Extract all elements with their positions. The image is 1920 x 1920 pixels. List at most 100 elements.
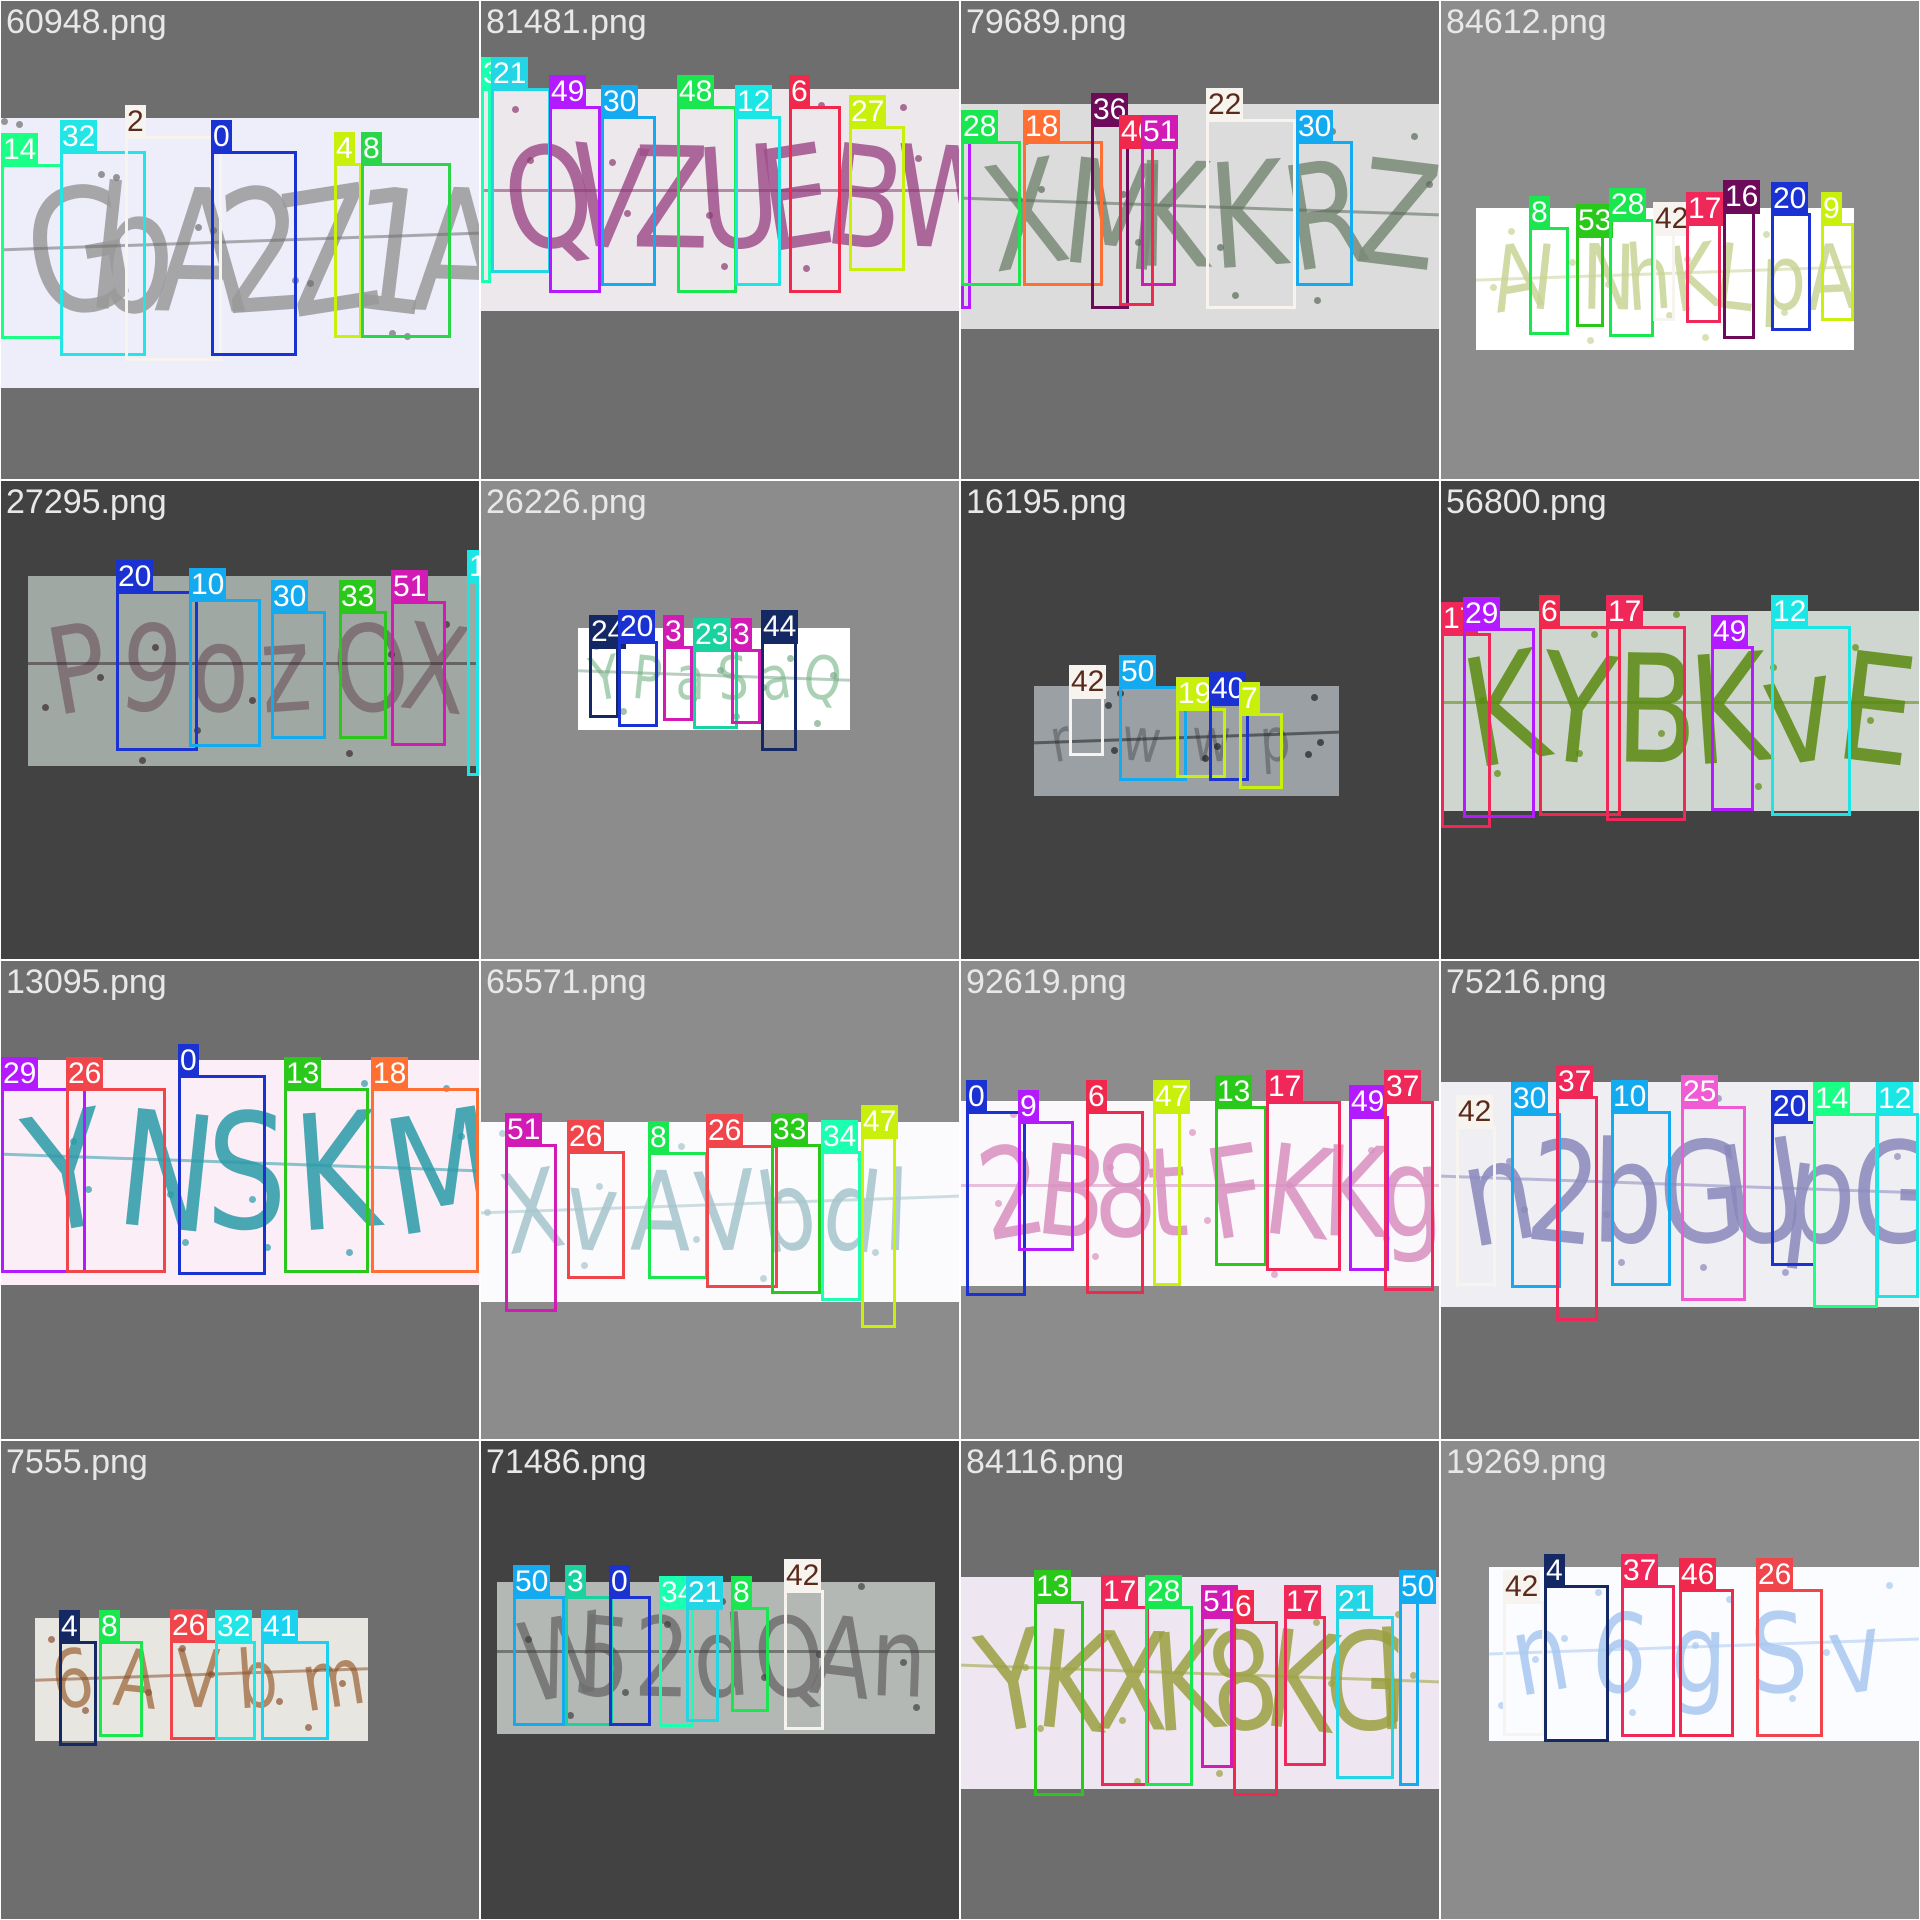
noise-dot: [624, 210, 631, 217]
noise-dot: [814, 720, 821, 727]
noise-dot: [787, 655, 794, 662]
noise-dot: [1037, 1725, 1044, 1732]
detection-class-label: 42: [1456, 1095, 1494, 1129]
detection-class-label: 42: [784, 1559, 822, 1593]
noise-dot: [1111, 747, 1118, 754]
noise-dot: [1852, 644, 1859, 651]
noise-dot: [1411, 133, 1418, 140]
detection-class-label: 6: [1539, 595, 1560, 629]
tile-filename: 71486.png: [486, 1443, 647, 1481]
noise-dot: [1658, 730, 1665, 737]
detection-box: 6: [1233, 1590, 1278, 1796]
detection-class-label: 26: [66, 1057, 104, 1091]
noise-dot: [249, 1196, 256, 1203]
detection-box: 2: [125, 105, 222, 361]
noise-dot: [16, 121, 23, 128]
noise-dot: [1692, 1642, 1699, 1649]
noise-curve: [1441, 701, 1919, 704]
noise-dot: [1587, 337, 1594, 344]
detection-box: 51: [391, 570, 446, 746]
detection-box: 6: [789, 75, 841, 293]
detection-box: 50: [513, 1565, 565, 1726]
noise-dot: [1317, 739, 1324, 746]
detection-class-label: 12: [1876, 1082, 1914, 1116]
noise-dot: [567, 1712, 574, 1719]
noise-dot: [70, 1138, 77, 1145]
noise-curve: [481, 189, 959, 192]
detection-box: 9: [1821, 192, 1854, 321]
noise-dot: [484, 1209, 491, 1216]
noise-dot: [1629, 1709, 1636, 1716]
detection-class-label: 17: [1284, 1585, 1322, 1619]
tile-filename: 16195.png: [966, 483, 1127, 521]
detection-box: 53: [1576, 204, 1614, 327]
detection-box: 26: [706, 1114, 778, 1288]
detection-box: 19: [1176, 677, 1226, 778]
detection-class-label: 4: [59, 1610, 80, 1644]
detection-box: 37: [1556, 1065, 1598, 1321]
detection-box: 28: [961, 110, 1021, 286]
noise-dot: [1286, 1182, 1293, 1189]
noise-dot: [1, 118, 8, 125]
detection-class-label: 3: [663, 615, 684, 649]
detection-box: 14: [1, 133, 63, 339]
noise-dot: [1022, 1664, 1029, 1671]
detection-class-label: 9: [1018, 1090, 1039, 1124]
detection-class-label: 25: [1681, 1075, 1719, 1109]
noise-dot: [182, 1239, 189, 1246]
noise-dot: [525, 1636, 532, 1643]
noise-dot: [858, 1583, 865, 1590]
detection-class-label: 34: [821, 1120, 859, 1154]
detection-class-label: 8: [1529, 196, 1550, 230]
detection-class-label: 47: [861, 1105, 899, 1139]
noise-dot: [1092, 1253, 1099, 1260]
noise-dot: [1135, 239, 1142, 246]
detection-class-label: 7: [1239, 682, 1260, 716]
detection-class-label: 26: [1756, 1558, 1794, 1592]
detection-box: 7: [1239, 682, 1283, 789]
tile-filename: 56800.png: [1446, 483, 1607, 521]
noise-dot: [1605, 281, 1612, 288]
noise-dot: [458, 1133, 465, 1140]
tile-filename: 60948.png: [6, 3, 167, 41]
detection-class-label: 44: [761, 610, 799, 644]
detection-class-label: 32: [60, 120, 98, 154]
detection-box: 32: [60, 120, 146, 356]
noise-dot: [1508, 228, 1515, 235]
detection-class-label: 42: [1653, 202, 1691, 236]
noise-dot: [913, 1704, 920, 1711]
detection-class-label: 30: [1511, 1082, 1549, 1116]
noise-dot: [1119, 1717, 1126, 1724]
detection-box: 17: [1284, 1585, 1326, 1766]
noise-dot: [1216, 1770, 1223, 1777]
noise-dot: [1561, 1635, 1568, 1642]
detection-box: 4: [1544, 1554, 1609, 1742]
noise-dot: [1214, 743, 1221, 750]
noise-dot: [1886, 1582, 1893, 1589]
noise-dot: [152, 644, 159, 651]
noise-dot: [830, 672, 837, 679]
noise-dot: [1202, 755, 1209, 762]
noise-dot: [761, 1674, 768, 1681]
noise-dot: [167, 1191, 174, 1198]
detection-box: 20: [1771, 182, 1811, 331]
detection-class-label: 26: [170, 1609, 208, 1643]
detection-class-label: 9: [1821, 192, 1842, 226]
detection-box: 26: [170, 1609, 218, 1740]
detection-class-label: 13: [284, 1057, 322, 1091]
detection-box: 37: [1384, 1070, 1434, 1291]
detection-box: 10: [189, 568, 261, 747]
detection-class-label: 20: [1771, 182, 1809, 216]
detection-class-label: 21: [1336, 1585, 1374, 1619]
detection-class-label: 0: [211, 120, 232, 154]
detection-class-label: 51: [1201, 1585, 1239, 1619]
detection-box: 21: [491, 57, 551, 273]
detection-box: 27: [849, 95, 905, 271]
noise-dot: [249, 697, 256, 704]
noise-dot: [872, 1249, 879, 1256]
